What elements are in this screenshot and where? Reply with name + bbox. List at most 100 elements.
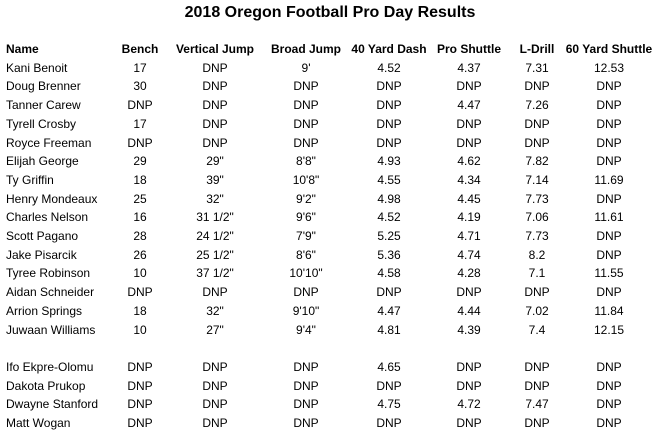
cell-bench: 26 xyxy=(133,247,147,262)
cell-60-yard-shuttle: DNP xyxy=(596,285,622,300)
table-row: Dwayne Stanford DNP DNP DNP 4.75 4.72 7.47 DNP xyxy=(6,395,655,414)
cell-60-yard-shuttle: DNP xyxy=(596,416,622,431)
table-row: Tanner Carew DNP DNP DNP DNP 4.47 7.26 DNP xyxy=(6,96,655,115)
column-header-l-drill: L-Drill xyxy=(519,42,555,56)
cell-bench: 18 xyxy=(133,172,147,187)
cell-60-yard-shuttle: DNP xyxy=(596,116,622,131)
cell-name: Tyrell Crosby xyxy=(6,116,77,131)
cell-40-yard-dash: 4.65 xyxy=(377,359,401,374)
cell-l-drill: DNP xyxy=(524,285,550,300)
cell-name: Dwayne Stanford xyxy=(6,397,99,412)
cell-60-yard-shuttle: DNP xyxy=(596,154,622,169)
cell-bench: 30 xyxy=(133,79,147,94)
cell-pro-shuttle: 4.28 xyxy=(457,266,481,281)
cell-name: Charles Nelson xyxy=(6,210,89,225)
table-row: Tyrell Crosby 17 DNP DNP DNP DNP DNP DNP xyxy=(6,115,655,134)
cell-40-yard-dash: DNP xyxy=(376,79,402,94)
cell-broad-jump: DNP xyxy=(293,397,319,412)
cell-60-yard-shuttle: 12.53 xyxy=(593,60,625,75)
cell-l-drill: 7.02 xyxy=(525,303,549,318)
cell-bench: DNP xyxy=(127,359,153,374)
table-row: Ifo Ekpre-Olomu DNP DNP DNP 4.65 DNP DNP DNP xyxy=(6,358,655,377)
cell-pro-shuttle: DNP xyxy=(456,135,482,150)
table-row: Dakota Prukop DNP DNP DNP DNP DNP DNP DNP xyxy=(6,377,655,396)
cell-l-drill: 7.1 xyxy=(528,266,546,281)
cell-vertical-jump: DNP xyxy=(202,397,228,412)
cell-60-yard-shuttle: DNP xyxy=(596,79,622,94)
cell-broad-jump: 8'6" xyxy=(296,247,316,262)
cell-broad-jump: DNP xyxy=(293,416,319,431)
cell-40-yard-dash: 4.55 xyxy=(377,172,401,187)
cell-60-yard-shuttle: DNP xyxy=(596,191,622,206)
cell-name: Ty Griffin xyxy=(6,172,54,187)
cell-60-yard-shuttle: 11.61 xyxy=(594,210,624,225)
cell-pro-shuttle: 4.39 xyxy=(457,322,481,337)
cell-vertical-jump: 25 1/2" xyxy=(196,247,234,262)
cell-bench: 29 xyxy=(133,154,147,169)
cell-vertical-jump: DNP xyxy=(202,79,228,94)
cell-pro-shuttle: 4.44 xyxy=(457,303,481,318)
table-row: Tyree Robinson 10 37 1/2" 10'10" 4.58 4.28 7.1… xyxy=(6,264,655,283)
cell-broad-jump: DNP xyxy=(293,378,319,393)
table-row: Aidan Schneider DNP DNP DNP DNP DNP DNP DNP xyxy=(6,283,655,302)
cell-bench: DNP xyxy=(127,285,153,300)
cell-40-yard-dash: 4.58 xyxy=(377,266,401,281)
cell-broad-jump: DNP xyxy=(293,135,319,150)
cell-60-yard-shuttle: DNP xyxy=(596,229,622,244)
cell-name: Tyree Robinson xyxy=(6,266,91,281)
cell-l-drill: 7.06 xyxy=(525,210,549,225)
cell-broad-jump: DNP xyxy=(293,116,319,131)
cell-name: Aidan Schneider xyxy=(6,285,95,300)
cell-bench: 17 xyxy=(133,116,147,131)
results-table: Name Bench Vertical Jump Broad Jump 40 Y… xyxy=(6,40,655,433)
cell-vertical-jump: DNP xyxy=(202,416,228,431)
cell-pro-shuttle: 4.71 xyxy=(457,229,481,244)
cell-name: Tanner Carew xyxy=(6,98,81,113)
table-row: Matt Wogan DNP DNP DNP DNP DNP DNP DNP xyxy=(6,414,655,433)
cell-broad-jump: 9'4" xyxy=(296,322,316,337)
cell-bench: 28 xyxy=(133,229,147,244)
cell-l-drill: DNP xyxy=(524,116,550,131)
cell-name: Ifo Ekpre-Olomu xyxy=(6,359,94,374)
cell-40-yard-dash: DNP xyxy=(376,416,402,431)
cell-pro-shuttle: DNP xyxy=(456,285,482,300)
cell-name: Arrion Springs xyxy=(6,303,83,318)
cell-broad-jump: 7'9" xyxy=(296,229,316,244)
cell-40-yard-dash: 4.52 xyxy=(377,60,401,75)
cell-60-yard-shuttle: DNP xyxy=(596,378,622,393)
cell-vertical-jump: DNP xyxy=(202,98,228,113)
cell-pro-shuttle: DNP xyxy=(456,116,482,131)
table-row: Kani Benoit 17 DNP 9' 4.52 4.37 7.31 12.53 xyxy=(6,59,655,78)
cell-broad-jump: 10'8" xyxy=(292,172,320,187)
cell-pro-shuttle: 4.74 xyxy=(457,247,481,262)
cell-60-yard-shuttle: 11.84 xyxy=(594,303,624,318)
table-row: Charles Nelson 16 31 1/2" 9'6" 4.52 4.19 7.06 1… xyxy=(6,208,655,227)
table-row: Arrion Springs 18 32" 9'10" 4.47 4.44 7.02 11.8… xyxy=(6,302,655,321)
cell-60-yard-shuttle: DNP xyxy=(596,359,622,374)
cell-vertical-jump: DNP xyxy=(202,378,228,393)
cell-broad-jump: 8'8" xyxy=(296,154,316,169)
cell-vertical-jump: 32" xyxy=(206,191,224,206)
cell-bench: 16 xyxy=(133,210,147,225)
cell-broad-jump: DNP xyxy=(293,98,319,113)
cell-pro-shuttle: DNP xyxy=(456,416,482,431)
cell-l-drill: 7.4 xyxy=(528,322,546,337)
cell-name: Royce Freeman xyxy=(6,135,92,150)
cell-broad-jump: DNP xyxy=(293,359,319,374)
cell-l-drill: 7.26 xyxy=(525,98,549,113)
column-header-bench: Bench xyxy=(121,42,159,56)
cell-name: Scott Pagano xyxy=(6,229,79,244)
cell-bench: 25 xyxy=(133,191,147,206)
cell-l-drill: 7.73 xyxy=(525,229,549,244)
cell-bench: 18 xyxy=(133,303,147,318)
cell-40-yard-dash: 4.93 xyxy=(377,154,401,169)
cell-40-yard-dash: DNP xyxy=(376,135,402,150)
table-row: Scott Pagano 28 24 1/2" 7'9" 5.25 4.71 7.73 DNP xyxy=(6,227,655,246)
cell-name: Juwaan Williams xyxy=(6,322,96,337)
cell-pro-shuttle: 4.19 xyxy=(457,210,481,225)
cell-broad-jump: 9'6" xyxy=(296,210,316,225)
cell-40-yard-dash: DNP xyxy=(376,98,402,113)
cell-bench: DNP xyxy=(127,98,153,113)
cell-40-yard-dash: 4.75 xyxy=(377,397,401,412)
cell-40-yard-dash: 4.81 xyxy=(377,322,401,337)
